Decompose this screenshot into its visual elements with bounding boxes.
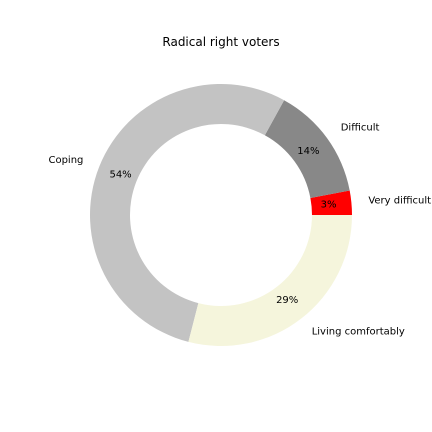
pct-label: 3% xyxy=(321,199,337,210)
slice-living-comfortably xyxy=(188,215,352,346)
slice-label: Living comfortably xyxy=(312,326,405,337)
slice-very-difficult xyxy=(310,190,352,215)
pct-label: 54% xyxy=(109,170,131,181)
slice-label: Difficult xyxy=(341,123,380,134)
slice-labels: 3% Very difficult 14% Difficult 54% Coping 29%… xyxy=(48,123,431,338)
donut-slices xyxy=(90,84,352,346)
pct-label: 29% xyxy=(276,295,298,306)
pct-label: 14% xyxy=(297,146,319,157)
chart-title: Radical right voters xyxy=(162,35,279,49)
slice-label: Coping xyxy=(48,155,83,166)
slice-coping xyxy=(90,84,285,342)
slice-label: Very difficult xyxy=(368,196,431,207)
slice-difficult xyxy=(264,100,350,198)
